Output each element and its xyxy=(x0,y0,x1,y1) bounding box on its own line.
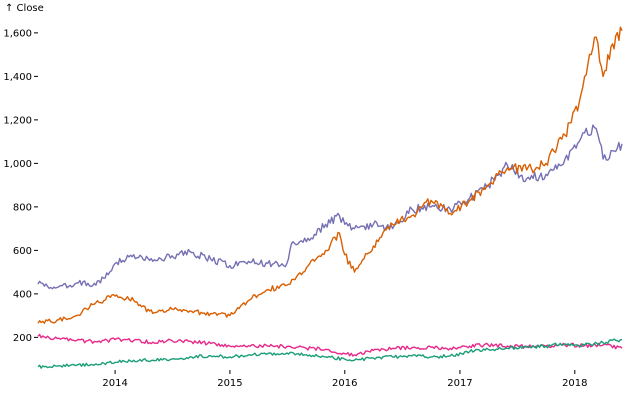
x-tick-label: 2018 xyxy=(562,378,587,389)
y-tick-label: 400 xyxy=(13,289,32,300)
x-tick-label: 2017 xyxy=(447,378,472,389)
x-tick-label: 2014 xyxy=(102,378,127,389)
series-line xyxy=(37,333,623,357)
y-tick-label: 1,000 xyxy=(3,159,32,170)
x-axis: 2014 2015 2016 2017 2018 xyxy=(102,370,588,389)
y-axis-title: ↑ Close xyxy=(5,3,44,14)
series-group xyxy=(37,26,623,369)
series-line xyxy=(37,124,623,290)
series-line xyxy=(37,26,623,324)
y-tick-label: 1,200 xyxy=(3,115,32,126)
y-axis: 200 400 600 800 1,000 1,200 1,400 1,600 xyxy=(3,28,38,344)
x-tick-label: 2015 xyxy=(217,378,242,389)
y-tick-label: 600 xyxy=(13,246,32,257)
y-tick-label: 200 xyxy=(13,333,32,344)
series-line xyxy=(37,338,623,369)
y-tick-label: 1,400 xyxy=(3,72,32,83)
y-tick-label: 1,600 xyxy=(3,28,32,39)
x-tick-label: 2016 xyxy=(332,378,357,389)
y-tick-label: 800 xyxy=(13,202,32,213)
